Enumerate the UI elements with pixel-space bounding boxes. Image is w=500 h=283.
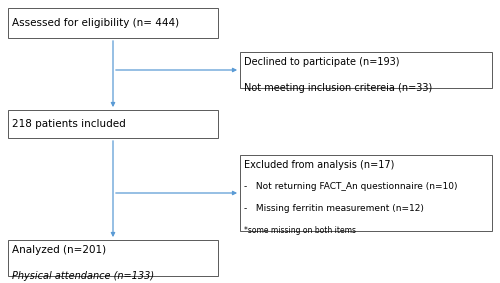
FancyBboxPatch shape bbox=[240, 155, 492, 231]
Text: -   Not returning FACT_An questionnaire (n=10): - Not returning FACT_An questionnaire (n… bbox=[244, 182, 458, 191]
FancyBboxPatch shape bbox=[240, 52, 492, 88]
Text: Analyzed (n=201): Analyzed (n=201) bbox=[12, 245, 106, 255]
Text: 218 patients included: 218 patients included bbox=[12, 119, 126, 129]
Text: *some missing on both items: *some missing on both items bbox=[244, 226, 356, 235]
FancyBboxPatch shape bbox=[8, 110, 218, 138]
Text: -   Missing ferritin measurement (n=12): - Missing ferritin measurement (n=12) bbox=[244, 204, 424, 213]
Text: Excluded from analysis (n=17): Excluded from analysis (n=17) bbox=[244, 160, 394, 170]
Text: Not meeting inclusion critereia (n=33): Not meeting inclusion critereia (n=33) bbox=[244, 83, 432, 93]
Text: Assessed for eligibility (n= 444): Assessed for eligibility (n= 444) bbox=[12, 18, 179, 28]
FancyBboxPatch shape bbox=[8, 240, 218, 276]
Text: Declined to participate (n=193): Declined to participate (n=193) bbox=[244, 57, 400, 67]
Text: Physical attendance (n=133): Physical attendance (n=133) bbox=[12, 271, 154, 281]
FancyBboxPatch shape bbox=[8, 8, 218, 38]
